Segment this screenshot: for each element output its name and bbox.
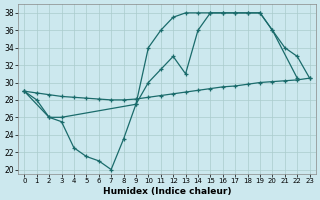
X-axis label: Humidex (Indice chaleur): Humidex (Indice chaleur) (103, 187, 231, 196)
